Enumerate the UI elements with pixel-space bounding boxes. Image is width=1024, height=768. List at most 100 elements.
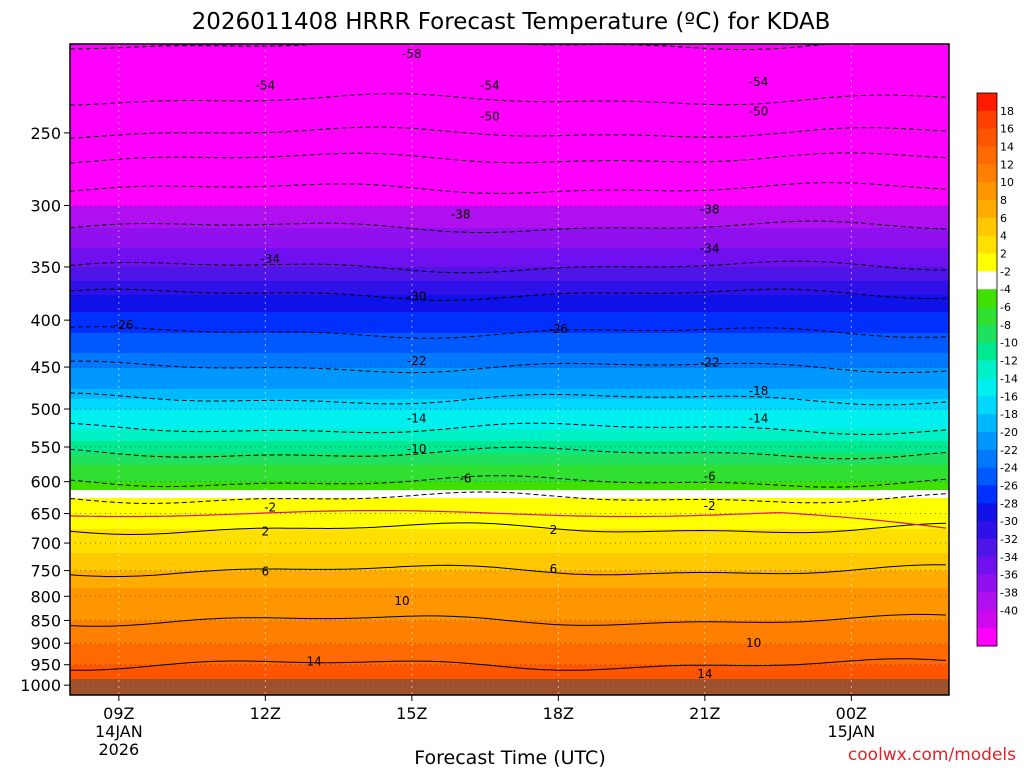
x-tick-label: 00Z (836, 704, 867, 723)
temperature-band (70, 553, 949, 571)
colorbar-cell (977, 556, 997, 576)
colorbar-label: -30 (1000, 515, 1018, 528)
contour-label: -38 (700, 202, 720, 216)
colorbar-label: -18 (1000, 408, 1018, 421)
colorbar-label: 2 (1000, 248, 1007, 261)
colorbar-label: -4 (1000, 283, 1011, 296)
temperature-band (70, 312, 949, 333)
x-tick-year: 2026 (98, 740, 139, 759)
colorbar-cell (977, 485, 997, 504)
ground-strip (70, 679, 949, 695)
y-tick-label: 600 (30, 473, 61, 492)
colorbar-label: -6 (1000, 301, 1011, 314)
contour-label: 2 (550, 523, 558, 537)
contour-label: 10 (394, 594, 409, 608)
colorbar-cell (977, 538, 997, 558)
temperature-band (70, 588, 949, 621)
colorbar-cell (977, 503, 997, 522)
x-tick-label: 21Z (689, 704, 720, 723)
colorbar-label: -36 (1000, 569, 1018, 582)
grid-lines (70, 44, 949, 695)
temperature-band (70, 490, 949, 498)
y-axis: 250 300 350 400 450 500 550 600 650 700 750 800 850 9… (20, 124, 70, 695)
y-tick-label: 700 (30, 534, 61, 553)
colorbar-cell (977, 378, 997, 397)
contour-label: -54 (480, 79, 500, 93)
temperature-band (70, 295, 949, 312)
temperature-band (70, 228, 949, 248)
colorbar-cell (977, 610, 997, 629)
y-tick-label: 750 (30, 562, 61, 581)
colorbar-cell (977, 467, 997, 486)
colorbar-frame (976, 92, 998, 647)
colorbar-cell (977, 414, 997, 433)
contour-label: -38 (451, 208, 471, 222)
colorbar-label: -40 (1000, 604, 1018, 617)
isotherm-line (69, 392, 947, 406)
contour-label: 10 (746, 636, 761, 650)
colorbar-label: -2 (1000, 265, 1011, 278)
colorbar-cell (977, 396, 997, 415)
colorbar-cell (977, 146, 997, 165)
contour-label: 2 (262, 525, 270, 539)
x-axis-label: Forecast Time (UTC) (414, 747, 605, 768)
chart-title: 2026011408 HRRR Forecast Temperature (ºC… (192, 9, 831, 35)
colorbar-label: 8 (1000, 194, 1007, 207)
colorbar-label: -20 (1000, 426, 1018, 439)
colorbar-cell (977, 521, 997, 540)
temperature-band (70, 410, 949, 429)
colorbar-label: 10 (1000, 176, 1014, 189)
contour-label: -34 (260, 252, 280, 266)
isotherm-line (69, 564, 947, 578)
isotherm-line (69, 220, 947, 233)
contour-lines (69, 43, 947, 671)
contour-label: -2 (704, 499, 716, 513)
contour-label: -18 (749, 384, 769, 398)
temperature-band (70, 333, 949, 353)
contour-label: -34 (700, 241, 720, 255)
colorbar-cell (977, 360, 997, 379)
temperature-band (70, 267, 949, 281)
colorbar-label: -12 (1000, 355, 1018, 368)
colorbar-cell (977, 431, 997, 451)
x-tick-label: 18Z (543, 704, 574, 723)
contour-label: -10 (407, 442, 427, 456)
y-tick-label: 550 (30, 438, 61, 457)
contour-label: -50 (480, 110, 500, 124)
contour-label: -2 (264, 500, 276, 514)
credit-link[interactable]: coolwx.com/models (848, 745, 1016, 765)
contour-label: -22 (700, 356, 720, 370)
contour-labels: -58-54 -54 -54-50 -50-38 -38-34-34-30-26 -26-… (114, 47, 768, 681)
contour-label: -30 (407, 290, 427, 304)
colorbar-label: -22 (1000, 444, 1018, 457)
colorbar-cell (977, 110, 997, 130)
temperature-band (70, 389, 949, 399)
temperature-band (70, 429, 949, 441)
colorbar-label: 14 (1000, 141, 1014, 154)
y-tick-label: 300 (30, 197, 61, 216)
temperature-band (70, 453, 949, 465)
isotherm-line (69, 475, 947, 488)
colorbar-cell (977, 289, 997, 308)
contour-label: -6 (460, 471, 472, 485)
isotherm-line (69, 43, 946, 51)
temperature-band (70, 644, 949, 665)
isotherm-line (69, 260, 946, 274)
temperature-fill-bands (70, 44, 949, 695)
isotherm-line (69, 93, 947, 106)
temperature-band (70, 465, 949, 482)
x-tick-date: 15JAN (827, 722, 875, 741)
temperature-band (70, 571, 949, 588)
y-tick-label: 450 (30, 358, 61, 377)
contour-label: -54 (256, 79, 276, 93)
x-tick-label: 15Z (396, 704, 427, 723)
y-tick-label: 500 (30, 400, 61, 419)
colorbar-label: 4 (1000, 230, 1007, 243)
colorbar-cell (977, 574, 997, 593)
temperature-band (70, 368, 949, 389)
isotherm-line (69, 126, 947, 139)
contour-label: 6 (550, 562, 558, 576)
contour-label: -14 (407, 411, 427, 425)
y-tick-label: 1000 (20, 676, 61, 695)
